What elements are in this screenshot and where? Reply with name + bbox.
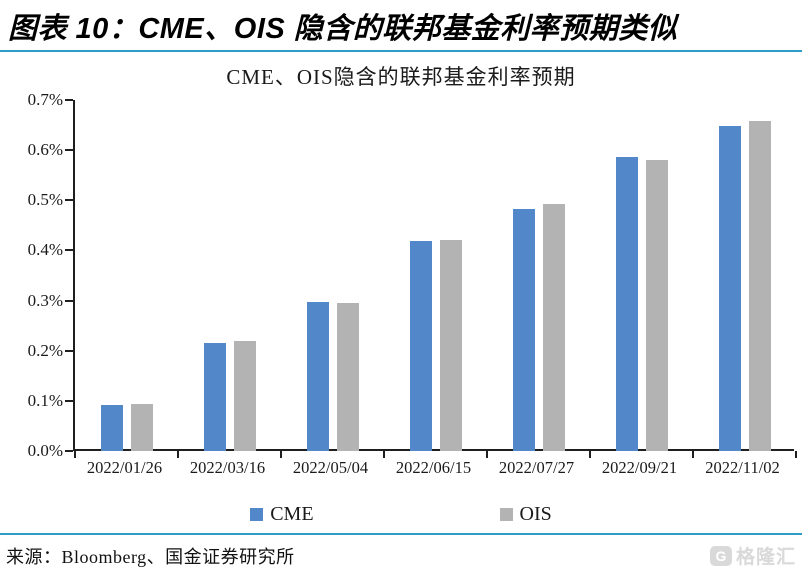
x-tick-label: 2022/01/26 [86, 458, 163, 477]
bar-ois [542, 204, 565, 451]
chart-legend: CME OIS [0, 503, 802, 526]
y-tick-label: 0.2% [27, 340, 63, 360]
y-tick-label: 0.6% [27, 140, 63, 160]
legend-item-cme: CME [250, 503, 314, 526]
y-axis-tick [65, 299, 73, 302]
x-axis-tick [795, 451, 797, 458]
bar-ois [645, 160, 668, 451]
x-axis-tick [589, 451, 591, 458]
bar-cme [409, 241, 432, 451]
legend-label: OIS [519, 503, 552, 525]
x-tick-label: 2022/09/21 [601, 458, 678, 477]
plot-area [65, 99, 797, 458]
x-axis-tick [74, 451, 76, 458]
bar-cme [512, 209, 535, 451]
legend-label: CME [270, 503, 314, 525]
x-axis-tick [280, 451, 282, 458]
y-axis-tick [65, 199, 73, 202]
source-note: 来源：Bloomberg、国金证券研究所 [6, 546, 295, 567]
chart-title: CME、OIS隐含的联邦基金利率预期 [226, 65, 576, 89]
footer-divider-line [0, 533, 802, 535]
watermark-label: 格隆汇 [735, 547, 796, 568]
bar-ois [130, 404, 153, 451]
bar-ois [748, 121, 771, 451]
y-tick-label: 0.1% [27, 390, 63, 410]
x-tick-label: 2022/07/27 [498, 458, 575, 477]
x-tick-label: 2022/05/04 [292, 458, 369, 477]
y-tick-label: 0.7% [27, 90, 63, 109]
bar-cme [615, 157, 638, 451]
y-axis-tick [65, 149, 73, 152]
y-tick-label: 0.4% [27, 240, 63, 260]
y-tick-label: 0.5% [27, 190, 63, 210]
footer-row: 来源：Bloomberg、国金证券研究所 G 格隆汇 [6, 542, 796, 569]
x-axis-tick [177, 451, 179, 458]
legend-marker-cme [250, 508, 264, 521]
y-axis-tick [65, 399, 73, 402]
legend-item-ois: OIS [499, 503, 552, 526]
y-axis-tick [65, 450, 73, 452]
y-tick-label: 0.3% [27, 290, 63, 310]
title-divider-line [0, 50, 802, 52]
bar-ois [336, 303, 359, 451]
y-axis-tick [65, 99, 73, 101]
bar-cme [718, 126, 741, 451]
x-axis-tick [383, 451, 385, 458]
bar-ois [439, 240, 462, 451]
x-axis-tick [692, 451, 694, 458]
bar-ois [233, 341, 256, 451]
legend-marker-ois [499, 508, 513, 521]
y-tick-label: 0.0% [27, 441, 63, 460]
gelonghui-logo-icon: G [709, 545, 732, 566]
x-tick-label: 2022/06/15 [395, 458, 472, 477]
x-tick-label: 2022/03/16 [189, 458, 266, 477]
page-title: 图表 10：CME、OIS 隐含的联邦基金利率预期类似 [8, 13, 678, 45]
bar-cme [100, 405, 123, 451]
x-tick-label: 2022/11/02 [705, 458, 780, 477]
watermark: G 格隆汇 [709, 542, 796, 569]
y-axis-tick [65, 249, 73, 252]
bar-cme [203, 343, 226, 451]
x-axis-tick [486, 451, 488, 458]
bar-cme [306, 302, 329, 451]
y-axis-tick [65, 349, 73, 352]
